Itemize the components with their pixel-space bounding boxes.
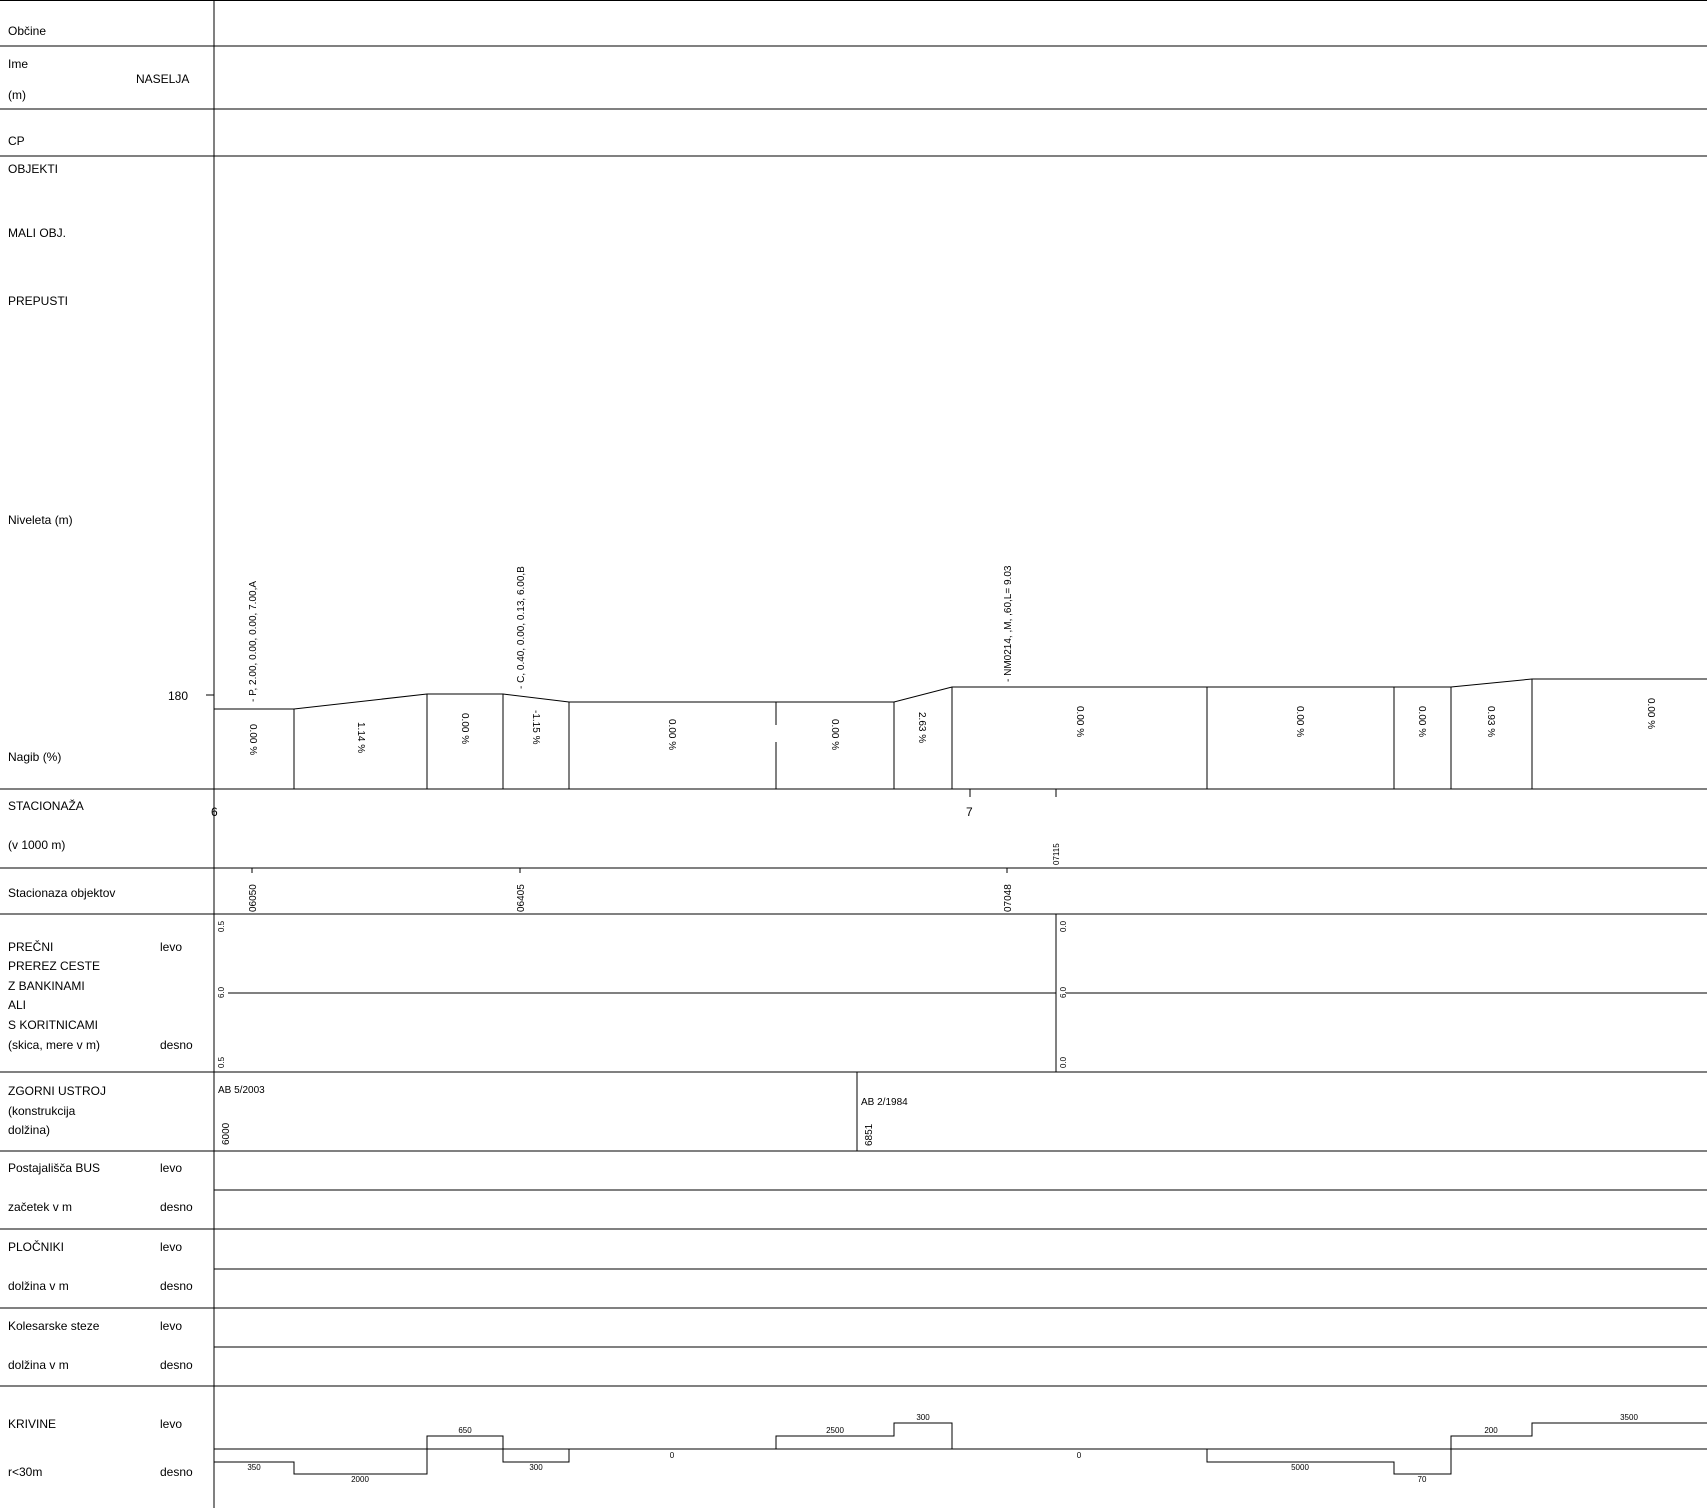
- label-precni-6: (skica, mere v m): [8, 1038, 100, 1052]
- curve-9: 5000: [1291, 1463, 1309, 1472]
- cross-left-bot-2: 0.0: [1059, 1056, 1068, 1068]
- curve-12: 3500: [1620, 1413, 1638, 1422]
- label-kolesarske-dolzina: dolžina v m: [8, 1358, 69, 1372]
- grade-6: 0.00 %: [829, 719, 840, 750]
- label-cp: CP: [8, 134, 25, 148]
- curve-4: 300: [529, 1463, 543, 1472]
- segment-dividers: [213, 679, 1533, 873]
- object-label-3: - NM0214, ,M, ,60,L= 9.03: [1003, 565, 1014, 682]
- pavement-station-2: 6851: [864, 1123, 875, 1146]
- cross-left-top-2: 0.0: [1059, 920, 1068, 932]
- object-station-3: 07048: [1003, 884, 1014, 912]
- curve-7: 300: [916, 1413, 930, 1422]
- grade-9: 0.00 %: [1294, 706, 1305, 737]
- curve-3: 650: [458, 1426, 472, 1435]
- label-postajalisca-levo: levo: [160, 1161, 182, 1175]
- pavement: AB 5/2003 6000 AB 2/1984 6851: [218, 1072, 908, 1151]
- label-obcine: Občine: [8, 24, 46, 38]
- label-plocniki-dolzina: dolžina v m: [8, 1279, 69, 1293]
- label-plocniki-levo: levo: [160, 1240, 182, 1254]
- label-kolesarske-desno: desno: [160, 1358, 193, 1372]
- row-labels: Občine Ime NASELJA (m) CP OBJEKTI MALI O…: [8, 24, 193, 1479]
- label-naselja: NASELJA: [136, 72, 189, 86]
- stationing-km-7: 7: [966, 805, 973, 819]
- niveleta-tick-label: 180: [168, 689, 188, 703]
- grade-1: 0.00 %: [247, 724, 258, 755]
- label-stacionaza-objektov: Stacionaza objektov: [8, 886, 115, 900]
- label-zacetek: začetek v m: [8, 1200, 72, 1214]
- label-postajalisca-desno: desno: [160, 1200, 193, 1214]
- label-nagib: Nagib (%): [8, 750, 61, 764]
- label-ime: Ime: [8, 57, 28, 71]
- label-precni-3: Z BANKINAMI: [8, 979, 85, 993]
- label-precni-4: ALI: [8, 998, 26, 1012]
- stationing-extra: 07115: [1052, 843, 1061, 865]
- grade-11: 0.93 %: [1485, 706, 1496, 737]
- label-precni-5: S KORITNICAMI: [8, 1018, 98, 1032]
- label-m-unit: (m): [8, 88, 26, 102]
- label-prepusti: PREPUSTI: [8, 294, 68, 308]
- curve-11: 200: [1484, 1426, 1498, 1435]
- object-station-2: 06405: [516, 884, 527, 912]
- object-label-2: - C, 0.40, 0.00, 0.13, 6.00,B: [516, 566, 527, 689]
- object-station-1: 06050: [248, 884, 259, 912]
- label-precni-desno: desno: [160, 1038, 193, 1052]
- label-precni-levo: levo: [160, 940, 182, 954]
- grade-5: 0.00 %: [666, 719, 677, 750]
- grade-4: -1.15 %: [530, 710, 541, 745]
- object-label-1: - P, 2.00, 0.00, 0.00, 7.00,A: [248, 581, 259, 702]
- stationing-km-6: 6: [211, 805, 218, 819]
- curves-line: [213, 1422, 1707, 1475]
- curve-10: 70: [1418, 1475, 1427, 1484]
- grade-3: 0.00 %: [459, 713, 470, 744]
- curves-labels: 350 2000 650 300 0 2500 300 0 5000 70 20…: [247, 1413, 1638, 1484]
- grades: 0.00 % 1.14 % 0.00 % -1.15 % 0.00 % 0.00…: [247, 698, 1656, 755]
- objects: - P, 2.00, 0.00, 0.00, 7.00,A - C, 0.40,…: [248, 565, 1014, 912]
- label-krivine: KRIVINE: [8, 1417, 56, 1431]
- cross-section: 0.5 6.0 0.5 0.0 6.0 0.0: [217, 914, 1068, 1072]
- label-kolesarske: Kolesarske steze: [8, 1319, 100, 1333]
- label-postajalisca: Postajališča BUS: [8, 1161, 100, 1175]
- curve-8: 0: [1077, 1451, 1082, 1460]
- pavement-type-1: AB 5/2003: [218, 1085, 265, 1096]
- pavement-type-2: AB 2/1984: [861, 1097, 908, 1108]
- label-objekti: OBJEKTI: [8, 162, 58, 176]
- label-krivine-desno: desno: [160, 1465, 193, 1479]
- grade-8: 0.00 %: [1074, 706, 1085, 737]
- grade-12: 0.00 %: [1645, 698, 1656, 729]
- label-precni-1: PREČNI: [8, 939, 53, 954]
- label-zgornji-3: dolžina): [8, 1123, 50, 1137]
- curve-6: 2500: [826, 1426, 844, 1435]
- niveleta-tick: 180: [168, 689, 214, 703]
- label-niveleta: Niveleta (m): [8, 513, 73, 527]
- grade-7: 2.63 %: [916, 712, 927, 743]
- label-zgornji-2: (konstrukcija: [8, 1104, 76, 1118]
- cross-left-top-1: 0.5: [217, 920, 226, 932]
- label-stacionaza: STACIONAŽA: [8, 798, 84, 813]
- label-zgornji-1: ZGORNI USTROJ: [8, 1084, 106, 1098]
- grade-10: 0.00 %: [1416, 706, 1427, 737]
- cross-left-mid-2: 6.0: [1059, 986, 1068, 998]
- label-plocniki-desno: desno: [160, 1279, 193, 1293]
- label-plocniki: PLOČNIKI: [8, 1239, 64, 1254]
- cross-left-bot-1: 0.5: [217, 1056, 226, 1068]
- pavement-station-1: 6000: [221, 1122, 232, 1145]
- label-kolesarske-levo: levo: [160, 1319, 182, 1333]
- label-v1000: (v 1000 m): [8, 838, 65, 852]
- curve-5: 0: [670, 1451, 675, 1460]
- curve-2: 2000: [351, 1475, 369, 1484]
- label-krivine-levo: levo: [160, 1417, 182, 1431]
- curve-1: 350: [247, 1463, 261, 1472]
- profile-line: [214, 678, 1707, 710]
- cross-left-mid-1: 6.0: [217, 986, 226, 998]
- label-r30: r<30m: [8, 1465, 42, 1479]
- label-precni-2: PREREZ CESTE: [8, 959, 100, 973]
- label-mali-obj: MALI OBJ.: [8, 226, 66, 240]
- grade-2: 1.14 %: [355, 722, 366, 753]
- stationing: 6 7 07115: [211, 805, 1061, 865]
